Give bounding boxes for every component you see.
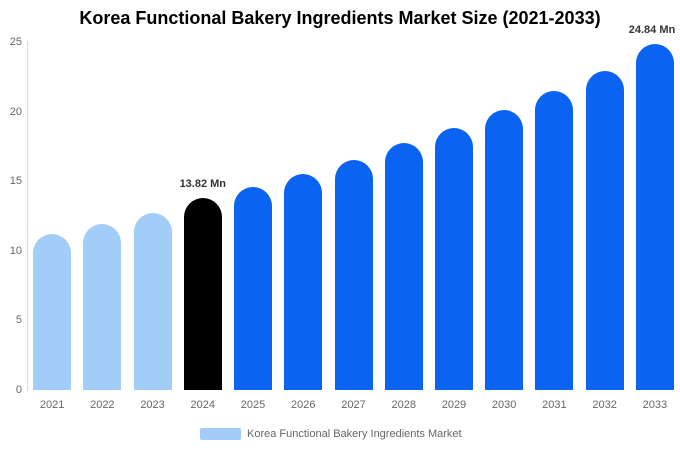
x-axis-label: 2026: [291, 399, 316, 411]
bar-2030[interactable]: [485, 109, 524, 390]
bar-value-label: 13.82 Mn: [179, 177, 227, 190]
bar-2024[interactable]: [183, 197, 222, 390]
bar-2021[interactable]: [33, 234, 72, 390]
bar-2031[interactable]: [535, 90, 574, 390]
x-axis-label: 2024: [190, 399, 216, 411]
x-axis-label: 2027: [341, 399, 366, 411]
x-axis-label: 2032: [592, 399, 617, 411]
x-axis-label: 2023: [140, 399, 165, 411]
y-axis-label: 25: [9, 36, 22, 48]
bar-2025[interactable]: [234, 187, 273, 390]
legend-item[interactable]: Korea Functional Bakery Ingredients Mark…: [200, 428, 462, 440]
bar-2022[interactable]: [83, 223, 122, 390]
y-axis-label: 5: [15, 314, 22, 327]
x-axis-label: 2033: [642, 399, 668, 411]
x-axis-label: 2022: [90, 399, 115, 411]
x-axis-label: 2025: [240, 399, 266, 411]
x-axis-label: 2030: [491, 399, 517, 411]
x-axis-label: 2028: [391, 399, 416, 411]
bar-2023[interactable]: [133, 212, 172, 390]
bar-2033[interactable]: [635, 44, 674, 390]
y-axis-label: 20: [9, 105, 22, 118]
y-axis-label: 10: [9, 244, 22, 257]
x-axis-label: 2031: [542, 399, 567, 411]
bar-2029[interactable]: [434, 127, 473, 390]
y-axis-label: 0: [15, 384, 22, 396]
y-axis-label: 15: [9, 175, 22, 188]
bar-2028[interactable]: [384, 142, 423, 390]
bar-2032[interactable]: [585, 70, 624, 390]
bar-2027[interactable]: [334, 159, 373, 390]
legend-label: Korea Functional Bakery Ingredients Mark…: [247, 428, 462, 440]
chart-title: Korea Functional Bakery Ingredients Mark…: [79, 8, 601, 28]
bar-value-label: 24.84 Mn: [628, 24, 676, 37]
x-axis-label: 2021: [39, 399, 65, 411]
y-axis-line: [27, 41, 28, 391]
x-axis-label: 2029: [441, 399, 467, 411]
bar-2026[interactable]: [284, 174, 323, 390]
legend-swatch: [200, 428, 241, 440]
